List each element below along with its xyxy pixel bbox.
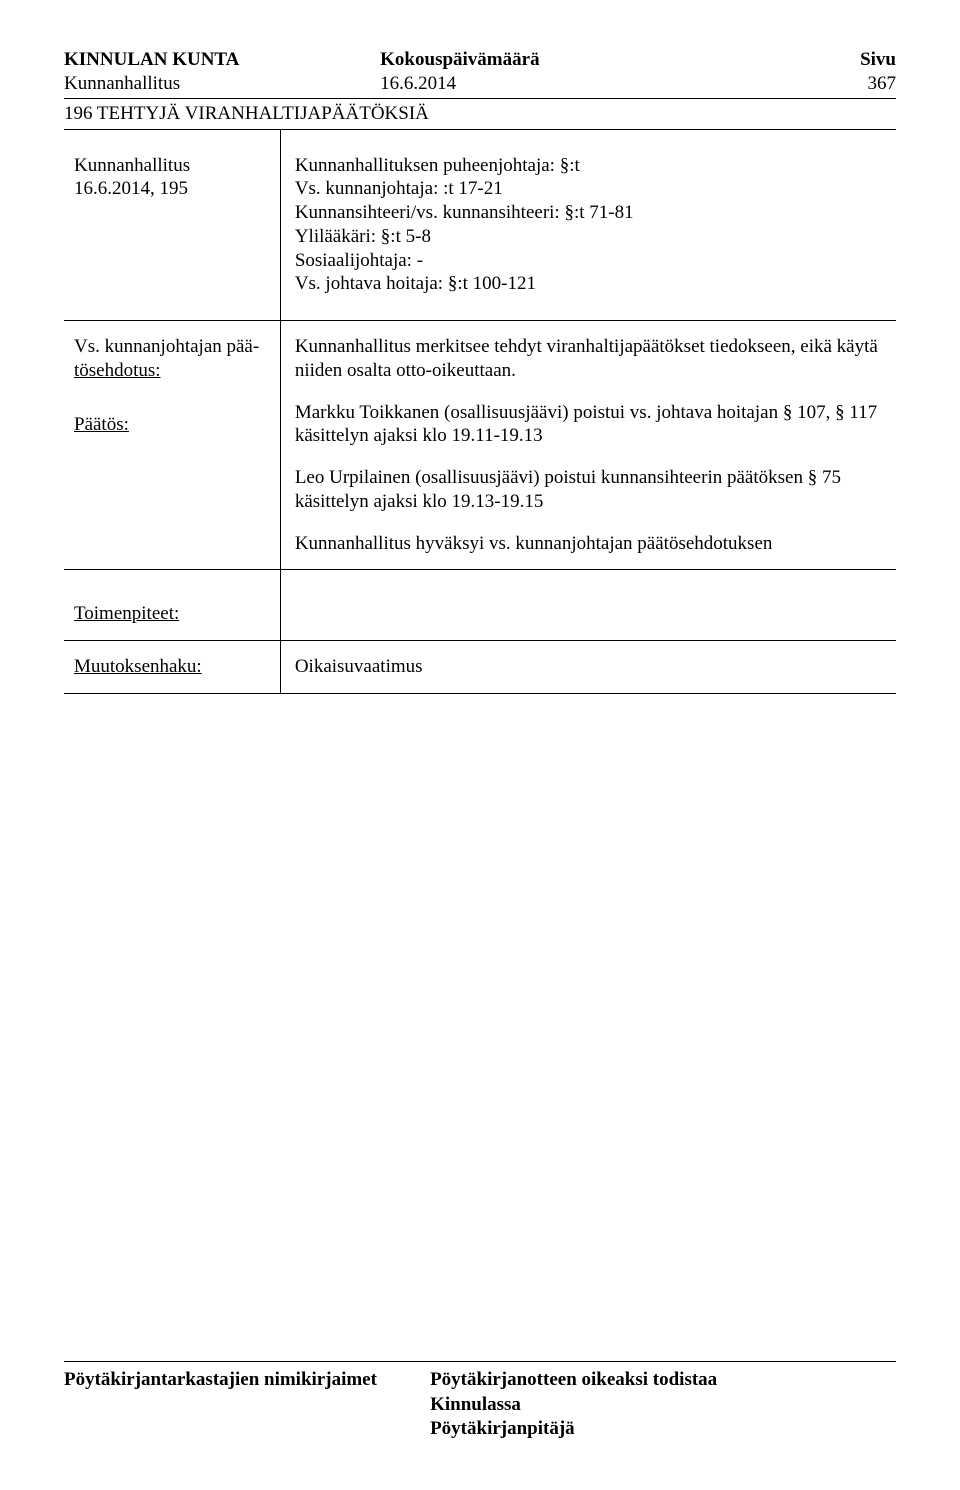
meeting-ref-cell: Kunnanhallitus 16.6.2014, 195 <box>64 130 280 321</box>
document-footer: Pöytäkirjantarkastajien nimikirjaimet Pö… <box>64 1361 896 1442</box>
footer-left: Pöytäkirjantarkastajien nimikirjaimet <box>64 1368 430 1442</box>
page-number: 367 <box>713 72 896 96</box>
details-line4: Ylilääkäri: §:t 5-8 <box>295 225 886 249</box>
details-line1: Kunnanhallituksen puheenjohtaja: §:t <box>295 154 886 178</box>
details-line3: Kunnansihteeri/vs. kunnansihteeri: §:t 7… <box>295 201 886 225</box>
row-meeting-details: Kunnanhallitus 16.6.2014, 195 Kunnanhall… <box>64 130 896 321</box>
appeal-label-cell: Muutoksenhaku: <box>64 641 280 694</box>
proposal-decision-text: Kunnanhallitus merkitsee tehdyt viranhal… <box>280 321 896 570</box>
row-actions: Toimenpiteet: <box>64 570 896 641</box>
actions-label: Toimenpiteet: <box>74 603 179 624</box>
row-appeal: Muutoksenhaku: Oikaisuvaatimus <box>64 641 896 694</box>
actions-label-cell: Toimenpiteet: <box>64 570 280 641</box>
org-name: KINNULAN KUNTA <box>64 48 380 72</box>
row-proposal-decision: Vs. kunnanjohtajan pää- tösehdotus: Päät… <box>64 321 896 570</box>
proposal-label-line1: Vs. kunnanjohtajan pää- <box>74 335 270 359</box>
footer-right: Pöytäkirjanotteen oikeaksi todistaa Kinn… <box>430 1368 896 1442</box>
appeal-label: Muutoksenhaku: <box>74 656 202 677</box>
section-title-row: 196 TEHTYJÄ VIRANHALTIJAPÄÄTÖKSIÄ <box>64 99 896 130</box>
appeal-value: Oikaisuvaatimus <box>295 656 423 677</box>
committee-name: Kunnanhallitus <box>64 72 380 96</box>
section-title: 196 TEHTYJÄ VIRANHALTIJAPÄÄTÖKSIÄ <box>64 103 429 124</box>
decision-label: Päätös: <box>74 413 270 437</box>
details-line2: Vs. kunnanjohtaja: :t 17-21 <box>295 177 886 201</box>
decision-para1: Markku Toikkanen (osallisuusjäävi) poist… <box>295 401 886 449</box>
meeting-ref-line2: 16.6.2014, 195 <box>74 177 270 201</box>
actions-value-cell <box>280 570 896 641</box>
proposal-label-line2: tösehdotus: <box>74 359 270 383</box>
header-row-2: Kunnanhallitus 16.6.2014 367 <box>64 72 896 96</box>
decision-para3: Kunnanhallitus hyväksyi vs. kunnanjohtaj… <box>295 532 886 556</box>
actions-value-spacer <box>295 584 886 602</box>
details-cell: Kunnanhallituksen puheenjohtaja: §:t Vs.… <box>280 130 896 321</box>
proposal-decision-labels: Vs. kunnanjohtajan pää- tösehdotus: Päät… <box>64 321 280 570</box>
footer-right-line3: Pöytäkirjanpitäjä <box>430 1417 896 1442</box>
actions-top-spacer <box>74 584 270 602</box>
footer-right-line2: Kinnulassa <box>430 1393 896 1418</box>
header-row-1: KINNULAN KUNTA Kokouspäivämäärä Sivu <box>64 48 896 72</box>
decision-para2: Leo Urpilainen (osallisuusjäävi) poistui… <box>295 466 886 514</box>
meeting-date: 16.6.2014 <box>380 72 713 96</box>
details-line6: Vs. johtava hoitaja: §:t 100-121 <box>295 272 886 296</box>
appeal-value-cell: Oikaisuvaatimus <box>280 641 896 694</box>
document-header: KINNULAN KUNTA Kokouspäivämäärä Sivu Kun… <box>64 48 896 99</box>
meeting-ref-line1: Kunnanhallitus <box>74 154 270 178</box>
details-line5: Sosiaalijohtaja: - <box>295 249 886 273</box>
footer-right-line1: Pöytäkirjanotteen oikeaksi todistaa <box>430 1368 896 1393</box>
header-mid-label: Kokouspäivämäärä <box>380 48 713 72</box>
content-table: Kunnanhallitus 16.6.2014, 195 Kunnanhall… <box>64 130 896 694</box>
label-spacer <box>74 383 270 413</box>
proposal-text: Kunnanhallitus merkitsee tehdyt viranhal… <box>295 335 886 383</box>
header-page-label: Sivu <box>713 48 896 72</box>
